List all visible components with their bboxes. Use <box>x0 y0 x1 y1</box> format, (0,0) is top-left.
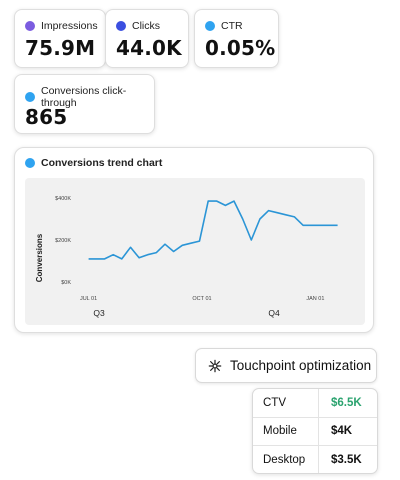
quarter-label: Q4 <box>268 308 280 318</box>
chart-title-text: Conversions trend chart <box>41 157 163 169</box>
table-row: Desktop $3.5K <box>253 446 377 473</box>
x-tick-label: JAN 01 <box>306 296 324 302</box>
conversions-series-line <box>88 200 338 260</box>
kpi-label: Impressions <box>25 20 98 32</box>
series-dot-icon <box>205 21 215 31</box>
x-tick-label: JUL 01 <box>80 296 97 302</box>
y-axis-label: Conversions <box>35 233 44 282</box>
series-dot-icon <box>25 92 35 102</box>
series-dot-icon <box>25 158 35 168</box>
channel-label: Desktop <box>253 446 319 473</box>
kpi-card-ctr: CTR 0.05% <box>194 9 279 68</box>
kpi-label-text: Conversions click-through <box>41 85 127 109</box>
series-dot-icon <box>116 21 126 31</box>
channel-label: Mobile <box>253 417 319 446</box>
chart-plot-area: $0K $200K $400K Conversions JUL 01 OCT 01 JAN … <box>25 178 365 325</box>
channel-value: $4K <box>331 425 353 438</box>
network-nodes-icon <box>208 359 222 372</box>
kpi-card-impressions: Impressions 75.9M <box>14 9 106 68</box>
kpi-label-text: Clicks <box>132 20 160 32</box>
kpi-label: Clicks <box>116 20 160 32</box>
kpi-value: 0.05% <box>205 36 276 60</box>
quarter-label: Q3 <box>93 308 105 318</box>
channel-label: CTV <box>253 389 319 417</box>
table-row: CTV $6.5K <box>253 389 377 418</box>
kpi-card-conversions-click-through: Conversions click-through 865 <box>14 74 155 134</box>
y-tick-label: $400K <box>55 196 71 202</box>
kpi-label-text: CTR <box>221 20 243 32</box>
kpi-value: 44.0K <box>116 36 182 60</box>
channel-value: $3.5K <box>331 454 362 467</box>
kpi-label: CTR <box>205 20 243 32</box>
touchpoint-label: Touchpoint optimization <box>230 358 372 373</box>
chart-title: Conversions trend chart <box>25 157 162 169</box>
conversions-trend-chart-card: Conversions trend chart $0K $200K $400K Con… <box>14 147 374 333</box>
table-row: Mobile $4K <box>253 417 377 447</box>
kpi-label-text: Impressions <box>41 20 98 32</box>
touchpoint-optimization-button[interactable]: Touchpoint optimization <box>195 348 377 383</box>
x-tick-label: OCT 01 <box>192 296 211 302</box>
kpi-label: Conversions click-through <box>25 85 154 109</box>
channel-metrics-table: CTV $6.5K Mobile $4K Desktop $3.5K <box>252 388 378 474</box>
line-chart: $0K $200K $400K Conversions JUL 01 OCT 01 JAN … <box>35 196 338 318</box>
kpi-card-clicks: Clicks 44.0K <box>105 9 189 68</box>
kpi-value: 865 <box>25 105 68 129</box>
kpi-value: 75.9M <box>25 36 96 60</box>
channel-value: $6.5K <box>331 396 362 409</box>
y-tick-label: $200K <box>55 238 71 244</box>
series-dot-icon <box>25 21 35 31</box>
y-tick-label: $0K <box>61 280 71 286</box>
